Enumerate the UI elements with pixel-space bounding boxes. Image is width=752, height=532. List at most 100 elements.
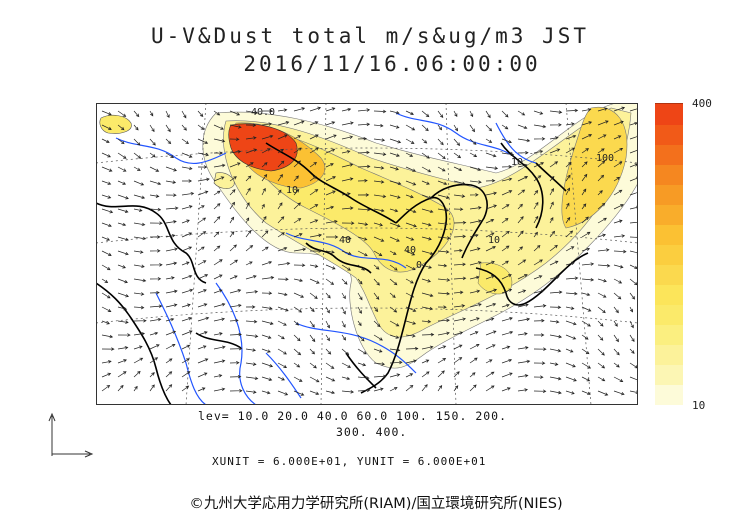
wind-arrow: [501, 110, 509, 118]
wind-arrow: [101, 236, 111, 241]
wind-arrow: [453, 152, 462, 159]
wind-arrow: [197, 331, 208, 336]
wind-arrow: [565, 390, 575, 395]
wind-arrow: [165, 330, 177, 336]
wind-arrow: [149, 372, 155, 378]
wind-arrow: [261, 122, 273, 126]
wind-arrow: [549, 390, 562, 395]
wind-arrow: [485, 371, 495, 378]
wind-arrow: [517, 246, 524, 252]
wind-arrow: [133, 305, 145, 310]
wind-arrow: [245, 245, 254, 252]
legend-swatch: [655, 323, 683, 345]
wind-arrow: [277, 277, 289, 282]
wind-arrow: [309, 175, 317, 182]
contour-label: 40.0: [251, 107, 275, 118]
wind-arrow: [101, 278, 109, 283]
wind-arrow: [213, 317, 226, 322]
wind-arrow: [213, 190, 221, 196]
wind-arrow: [325, 190, 336, 196]
wind-arrow: [357, 136, 368, 141]
wind-arrow: [117, 236, 129, 242]
wind-arrow: [117, 110, 127, 117]
wind-arrow: [213, 216, 221, 224]
wind-arrow: [437, 331, 450, 336]
wind-arrow: [309, 204, 319, 210]
wind-arrow: [565, 122, 575, 126]
wind-arrow: [469, 152, 478, 157]
dust-map: 40.0 10 10 100 40 0 40 10: [96, 103, 638, 405]
wind-arrow: [277, 174, 283, 182]
wind-arrow: [565, 246, 575, 252]
wind-arrow: [389, 306, 398, 313]
legend-swatch: [655, 123, 683, 145]
wind-arrow: [261, 215, 267, 224]
wind-arrow: [165, 317, 175, 322]
contour-label: 10: [488, 235, 500, 246]
wind-arrow: [277, 376, 285, 381]
wind-arrow: [597, 248, 610, 252]
wind-arrow: [549, 334, 563, 339]
wind-arrow: [549, 230, 556, 238]
wind-arrow: [309, 134, 319, 140]
wind-arrow: [181, 344, 191, 350]
wind-arrow: [613, 135, 622, 140]
wind-arrow: [213, 302, 226, 308]
wind-arrow: [613, 204, 624, 210]
wind-arrow: [517, 346, 529, 350]
wind-arrow: [565, 362, 576, 368]
wind-arrow: [101, 152, 111, 158]
wind-arrow: [261, 260, 273, 266]
wind-arrow: [133, 110, 140, 118]
wind-arrow: [133, 319, 147, 323]
wind-arrow: [469, 261, 482, 266]
wind-arrow: [357, 264, 365, 271]
wind-arrow: [181, 385, 190, 392]
wind-arrow: [261, 187, 266, 196]
wind-arrow: [325, 264, 336, 270]
wind-arrow: [293, 107, 306, 112]
wind-arrow: [229, 176, 237, 182]
wind-arrow: [261, 148, 271, 154]
wind-arrow: [613, 376, 624, 382]
wind-arrow: [485, 330, 497, 336]
wind-arrow: [277, 261, 291, 266]
wind-arrow: [453, 124, 458, 132]
wind-arrow: [309, 292, 318, 299]
wind-arrow: [117, 384, 124, 392]
wind-arrow: [277, 202, 283, 210]
wind-arrow: [405, 320, 417, 325]
contour-label: 40: [404, 245, 416, 256]
wind-arrow: [229, 289, 242, 294]
wind-arrow: [181, 166, 193, 171]
wind-arrow: [389, 360, 403, 365]
wind-arrow: [421, 152, 430, 159]
wind-arrow: [389, 208, 399, 213]
wind-arrow: [101, 372, 112, 378]
wind-arrow: [149, 357, 159, 364]
wind-arrow: [373, 334, 383, 341]
wind-arrow: [181, 371, 191, 378]
wind-arrow: [405, 334, 416, 338]
wind-arrow: [501, 152, 515, 157]
wind-arrow: [629, 236, 638, 238]
wind-arrow: [437, 345, 447, 350]
legend-swatch: [655, 283, 683, 305]
legend-max-label: 400: [692, 97, 712, 110]
wind-arrow: [405, 166, 416, 172]
wind-arrow: [293, 390, 305, 396]
wind-arrow: [181, 205, 193, 210]
wind-arrow: [197, 177, 210, 182]
wind-arrow: [149, 207, 162, 212]
wind-arrow: [229, 201, 236, 210]
wind-arrow: [341, 236, 352, 240]
wind-arrow: [133, 152, 142, 159]
wind-arrow: [165, 343, 176, 350]
wind-arrow: [501, 217, 509, 224]
wind-arrow: [165, 261, 178, 266]
wind-arrow: [565, 320, 577, 326]
wind-arrow: [325, 176, 336, 182]
wind-arrow: [469, 166, 482, 172]
wind-arrow: [117, 346, 129, 350]
wind-arrow: [613, 292, 622, 300]
